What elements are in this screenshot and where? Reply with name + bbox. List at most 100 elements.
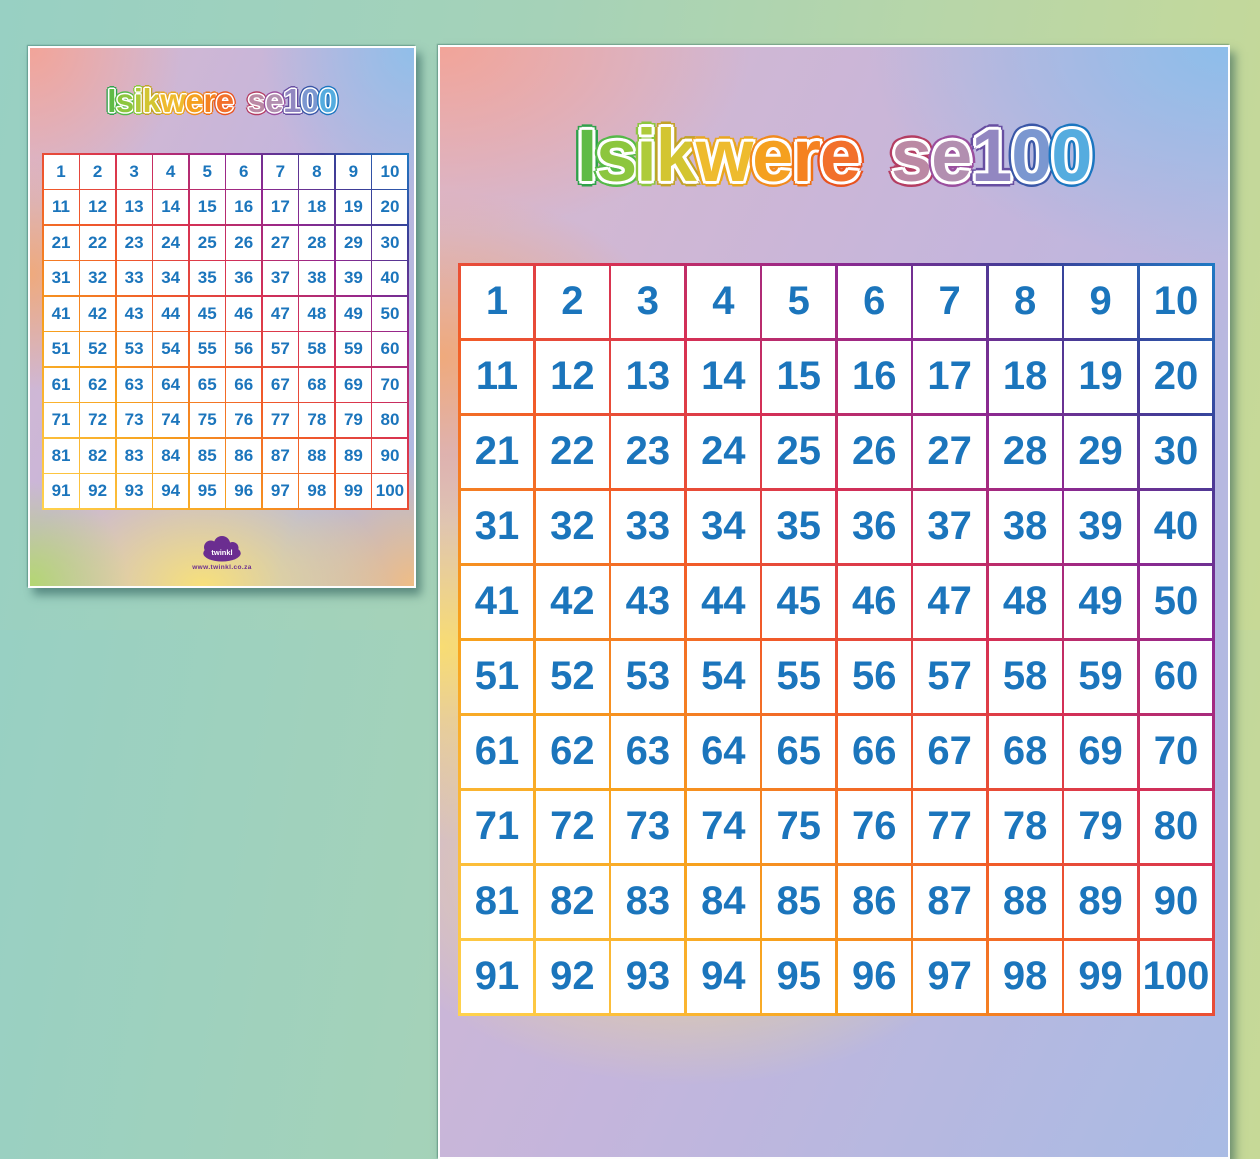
- grid-cell-20: 20: [372, 190, 408, 224]
- grid-cell-65: 65: [762, 715, 836, 788]
- title-letter: 1: [971, 114, 1012, 197]
- grid-cell-43: 43: [116, 296, 152, 331]
- grid-cell-7: 7: [262, 154, 298, 189]
- grid-cell-54: 54: [686, 640, 760, 713]
- grid-cell-4: 4: [686, 265, 760, 338]
- grid-cell-86: 86: [226, 438, 262, 473]
- grid-cell-6: 6: [226, 154, 262, 189]
- grid-cell-67: 67: [262, 367, 298, 402]
- grid-cell-29: 29: [335, 225, 371, 260]
- grid-cell-93: 93: [611, 940, 685, 1013]
- grid-cell-30: 30: [1139, 415, 1213, 488]
- poster-preview-large: Isikwere se100 1 2 3 4 5 6 7 8 9 10 11 12 13 14 15 16 17…: [438, 45, 1230, 1159]
- grid-cell-97: 97: [913, 940, 987, 1013]
- grid-cell-18: 18: [299, 190, 335, 224]
- title-letter: k: [655, 114, 697, 197]
- grid-cell-85: 85: [762, 865, 836, 938]
- grid-cell-91: 91: [43, 474, 79, 508]
- title-letter: e: [931, 114, 972, 197]
- hundred-square-grid-large: 1 2 3 4 5 6 7 8 9 10 11 12 13 14 15 16 17 18 19 20 21 22 23 24 2…: [458, 263, 1215, 1016]
- grid-cell-87: 87: [913, 865, 987, 938]
- grid-cell-64: 64: [153, 367, 189, 402]
- grid-cell-81: 81: [460, 865, 534, 938]
- grid-cell-31: 31: [460, 490, 534, 563]
- grid-cell-41: 41: [460, 565, 534, 638]
- grid-cell-25: 25: [762, 415, 836, 488]
- grid-cell-40: 40: [1139, 490, 1213, 563]
- title-letter: r: [203, 82, 216, 119]
- grid-cell-82: 82: [80, 438, 116, 473]
- grid-cell-61: 61: [43, 367, 79, 402]
- grid-cell-11: 11: [460, 340, 534, 413]
- grid-cell-49: 49: [1064, 565, 1138, 638]
- grid-cell-37: 37: [262, 261, 298, 295]
- title-letter: 0: [1051, 114, 1092, 197]
- grid-cell-95: 95: [189, 474, 225, 508]
- grid-cell-94: 94: [686, 940, 760, 1013]
- grid-cell-34: 34: [686, 490, 760, 563]
- watermark-url: www.twinkl.co.za: [192, 564, 252, 571]
- title-letter: e: [215, 82, 234, 119]
- grid-cell-66: 66: [837, 715, 911, 788]
- grid-cell-39: 39: [335, 261, 371, 295]
- title-letter: s: [115, 82, 134, 119]
- grid-cell-38: 38: [988, 490, 1062, 563]
- grid-cell-8: 8: [988, 265, 1062, 338]
- grid-cell-75: 75: [189, 403, 225, 437]
- grid-cell-9: 9: [1064, 265, 1138, 338]
- grid-cell-89: 89: [1064, 865, 1138, 938]
- grid-cell-78: 78: [299, 403, 335, 437]
- title-letter: e: [265, 82, 284, 119]
- grid-cell-93: 93: [116, 474, 152, 508]
- grid-cell-29: 29: [1064, 415, 1138, 488]
- hundred-square-grid-small: 1 2 3 4 5 6 7 8 9 10 11 12 13 14 15 16 17 18 19 20 21 22 23 24 2…: [42, 153, 409, 510]
- grid-cell-86: 86: [837, 865, 911, 938]
- grid-cell-74: 74: [153, 403, 189, 437]
- grid-cell-60: 60: [1139, 640, 1213, 713]
- grid-cell-99: 99: [1064, 940, 1138, 1013]
- grid-cell-84: 84: [153, 438, 189, 473]
- grid-cell-100: 100: [372, 474, 408, 508]
- grid-cell-3: 3: [611, 265, 685, 338]
- title-letter: i: [636, 114, 657, 197]
- grid-cell-63: 63: [116, 367, 152, 402]
- grid-cell-79: 79: [335, 403, 371, 437]
- grid-cell-84: 84: [686, 865, 760, 938]
- grid-cell-28: 28: [299, 225, 335, 260]
- grid-cell-50: 50: [372, 296, 408, 331]
- grid-cell-77: 77: [913, 790, 987, 863]
- grid-cell-73: 73: [611, 790, 685, 863]
- grid-cell-72: 72: [535, 790, 609, 863]
- grid-cell-5: 5: [189, 154, 225, 189]
- grid-cell-43: 43: [611, 565, 685, 638]
- grid-cell-56: 56: [837, 640, 911, 713]
- grid-cell-25: 25: [189, 225, 225, 260]
- grid-cell-59: 59: [335, 332, 371, 366]
- grid-cell-42: 42: [535, 565, 609, 638]
- grid-cell-62: 62: [80, 367, 116, 402]
- grid-cell-55: 55: [189, 332, 225, 366]
- grid-cell-97: 97: [262, 474, 298, 508]
- grid-cell-78: 78: [988, 790, 1062, 863]
- grid-cell-19: 19: [335, 190, 371, 224]
- twinkl-cloud-logo-icon: twinkl: [203, 536, 241, 562]
- grid-cell-38: 38: [299, 261, 335, 295]
- title-letter: I: [107, 82, 116, 119]
- grid-cell-92: 92: [80, 474, 116, 508]
- title-letter: 0: [301, 82, 319, 119]
- title-letter: e: [752, 114, 793, 197]
- grid-cell-26: 26: [837, 415, 911, 488]
- grid-cell-58: 58: [299, 332, 335, 366]
- grid-cell-83: 83: [116, 438, 152, 473]
- grid-cell-99: 99: [335, 474, 371, 508]
- poster-thumbnail[interactable]: Isikwere se100 1 2 3 4 5 6 7 8 9 10 11 12 13 14 15 16 17…: [28, 46, 416, 588]
- grid-cell-34: 34: [153, 261, 189, 295]
- grid-cell-96: 96: [226, 474, 262, 508]
- grid-cell-2: 2: [80, 154, 116, 189]
- grid-cell-27: 27: [262, 225, 298, 260]
- grid-cell-91: 91: [460, 940, 534, 1013]
- grid-cell-63: 63: [611, 715, 685, 788]
- grid-cell-69: 69: [1064, 715, 1138, 788]
- grid-cell-42: 42: [80, 296, 116, 331]
- grid-cell-61: 61: [460, 715, 534, 788]
